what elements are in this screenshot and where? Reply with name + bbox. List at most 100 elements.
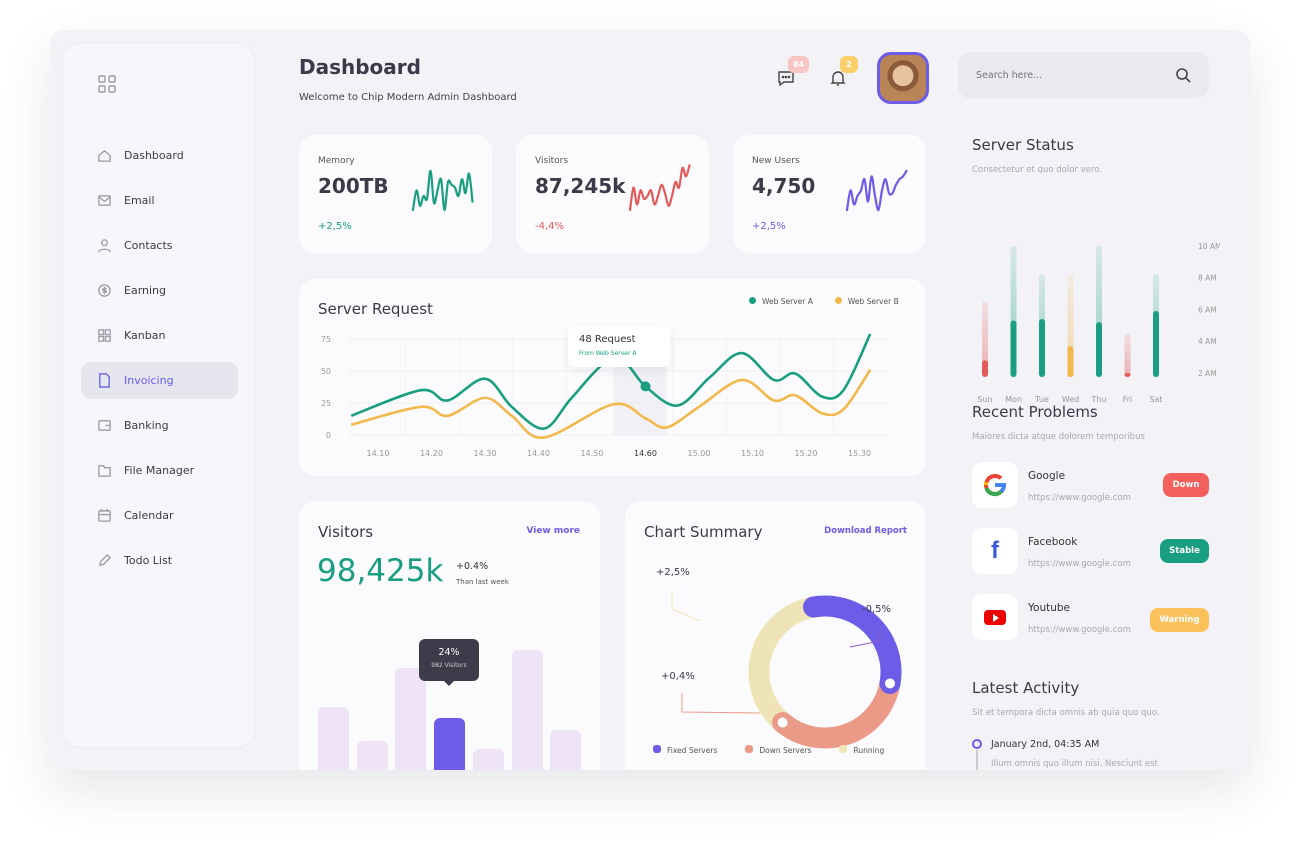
server-request-title: Server Request: [318, 300, 433, 318]
status-bar-active[interactable]: [1153, 310, 1159, 377]
visitors-tooltip: 24% 982 Visitors: [419, 639, 479, 686]
visitor-bar[interactable]: [318, 707, 349, 770]
donut-slice-down-servers[interactable]: [772, 672, 901, 749]
visitor-bar[interactable]: [472, 749, 504, 770]
sidebar-item-label: Banking: [124, 419, 169, 432]
messages-button[interactable]: 84: [776, 56, 810, 92]
mail-icon: [98, 195, 111, 206]
server-request-chart[interactable]: 75 50 25 0 14.10 14.20 14.30 14.40 14.50 14.60 15.…: [299, 279, 926, 476]
search-icon[interactable]: [1175, 67, 1191, 83]
recent-problems-title: Recent Problems: [972, 403, 1098, 421]
legend-running[interactable]: Running: [839, 745, 884, 755]
search-box[interactable]: [958, 52, 1209, 98]
problem-name: Facebook: [1028, 536, 1078, 548]
sidebar-item-contacts[interactable]: Contacts: [81, 227, 238, 264]
visitor-bar[interactable]: [395, 668, 427, 770]
problem-url: https://www.google.com: [1028, 559, 1131, 569]
pencil-icon: [98, 553, 112, 567]
status-bar-active[interactable]: [1067, 345, 1074, 377]
x-tick-label: 15.30: [848, 449, 871, 458]
x-tick-label: 14.10: [367, 449, 390, 458]
sidebar-item-file-manager[interactable]: File Manager: [81, 452, 238, 489]
status-bar-total[interactable]: [1124, 333, 1131, 377]
chart-summary-title: Chart Summary: [644, 523, 763, 541]
status-bar-active[interactable]: [1124, 373, 1131, 377]
server-request-card: Server Request Web Server A Web Server B…: [299, 279, 926, 476]
donut-chart[interactable]: [625, 501, 926, 770]
activity-text: Illum omnis quo illum nisi. Nesciunt est: [991, 759, 1158, 769]
status-bar-active[interactable]: [1010, 320, 1017, 377]
problem-name: Google: [1028, 470, 1066, 482]
server-status-title: Server Status: [972, 136, 1074, 154]
x-tick-label: 14.40: [527, 449, 550, 458]
download-report-link[interactable]: Download Report: [824, 526, 907, 536]
problem-item-facebook[interactable]: f Facebook https://www.google.com Stable: [972, 528, 1209, 574]
problem-logo: [972, 594, 1018, 640]
sidebar-item-banking[interactable]: Banking: [81, 407, 238, 444]
problem-item-google[interactable]: Google https://www.google.com Down: [972, 462, 1209, 508]
page-title: Dashboard: [299, 55, 421, 79]
status-badge: Stable: [1160, 539, 1209, 563]
legend-web-server-b[interactable]: Web Server B: [834, 297, 899, 306]
grid-menu-icon[interactable]: [97, 74, 117, 94]
app-window: Dashboard Email Contacts Earning Kanban Invoi…: [50, 30, 1250, 770]
y-tick-label: 8 AM: [1198, 274, 1217, 283]
sidebar-item-todo-list[interactable]: Todo List: [81, 542, 238, 579]
visitors-change-label: Than last week: [456, 578, 509, 586]
sidebar-item-calendar[interactable]: Calendar: [81, 497, 238, 534]
notifications-button[interactable]: 2: [828, 56, 858, 92]
problem-url: https://www.google.com: [1028, 493, 1131, 503]
legend-down-servers[interactable]: Down Servers: [745, 745, 811, 755]
donut-slice-running[interactable]: [748, 596, 816, 731]
stat-label: New Users: [752, 156, 800, 166]
server-status-chart[interactable]: 10 AM 8 AM 6 AM 4 AM 2 AM Sun Mon Tue Wed Thu Fri S…: [960, 200, 1220, 410]
stat-change: +2,5%: [752, 221, 786, 232]
y-tick-label: 25: [321, 399, 331, 408]
latest-activity-title: Latest Activity: [972, 679, 1080, 697]
chart-summary-card: Chart Summary Download Report +2,5% -0,5…: [625, 501, 926, 770]
sparkline: [411, 169, 474, 212]
series-line-web-server-b[interactable]: [350, 368, 872, 439]
legend-web-server-a[interactable]: Web Server A: [749, 297, 813, 306]
stat-change: -4,4%: [535, 221, 565, 232]
donut-knob: [884, 678, 895, 689]
sidebar-item-dashboard[interactable]: Dashboard: [81, 137, 238, 174]
visitor-bar[interactable]: [550, 730, 582, 770]
status-bar-active[interactable]: [982, 360, 988, 377]
legend-fixed-servers[interactable]: Fixed Servers: [653, 745, 717, 755]
sidebar-item-label: Dashboard: [124, 149, 184, 162]
visitor-bar[interactable]: [356, 741, 388, 770]
search-input[interactable]: [976, 69, 1156, 81]
messages-badge: 84: [788, 56, 810, 73]
status-bar-active[interactable]: [1096, 322, 1102, 377]
x-tick-label: 14.50: [581, 449, 604, 458]
status-bar-active[interactable]: [1039, 318, 1045, 377]
stat-label: Memory: [318, 156, 355, 166]
user-avatar[interactable]: [877, 52, 929, 104]
visitor-bar[interactable]: [434, 718, 466, 770]
x-tick-label: Tue: [1034, 395, 1049, 404]
sidebar-item-earning[interactable]: Earning: [81, 272, 238, 309]
calendar-icon: [98, 508, 111, 522]
sidebar-item-kanban[interactable]: Kanban: [81, 317, 238, 354]
status-bar-total[interactable]: [982, 301, 988, 377]
bell-icon: [830, 71, 846, 86]
view-more-link[interactable]: View more: [526, 526, 580, 536]
y-tick-label: 10 AM: [1198, 242, 1220, 251]
sidebar-item-invoicing[interactable]: Invoicing: [81, 362, 238, 399]
visitors-title: Visitors: [318, 523, 374, 541]
visitors-card: Visitors View more 98,425k +0.4% Than la…: [299, 501, 600, 770]
sidebar-item-label: Earning: [124, 284, 167, 297]
donut-label-down: +0,4%: [661, 671, 695, 682]
donut-slice-fixed-servers[interactable]: [803, 595, 902, 694]
series-line-web-server-a[interactable]: [350, 333, 872, 430]
page-subtitle: Welcome to Chip Modern Admin Dashboard: [299, 92, 517, 103]
visitor-bar[interactable]: [511, 650, 543, 770]
problem-item-youtube[interactable]: Youtube https://www.google.com Warning: [972, 594, 1209, 640]
sidebar-item-email[interactable]: Email: [81, 182, 238, 219]
data-point[interactable]: [640, 381, 651, 392]
facebook-logo-icon: f: [991, 537, 999, 564]
y-tick-label: 6 AM: [1198, 305, 1217, 314]
stat-value: 4,750: [752, 174, 816, 198]
stat-card-visitors: Visitors 87,245k -4,4%: [516, 135, 709, 253]
